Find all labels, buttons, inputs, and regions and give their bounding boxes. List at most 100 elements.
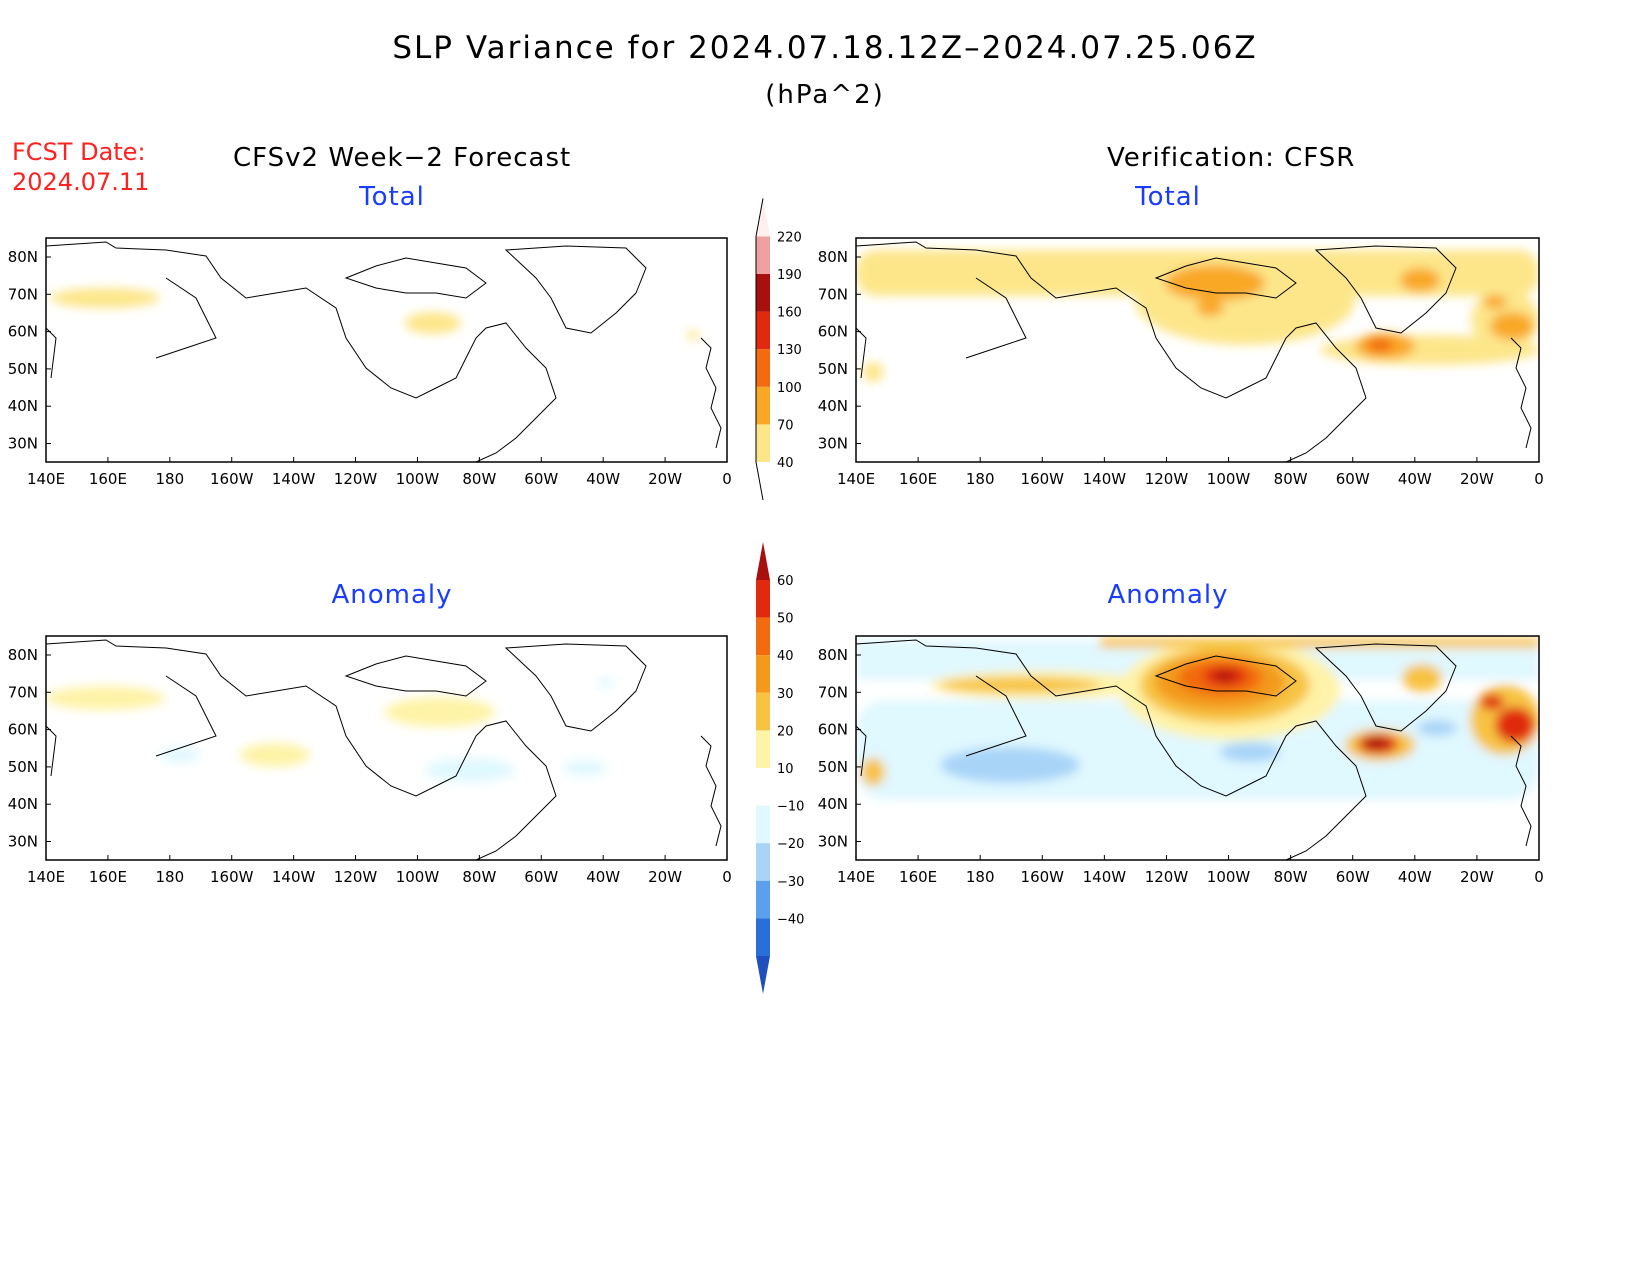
lon-tick-label: 100W [1207,470,1251,488]
lon-tick-label: 80W [462,470,496,488]
colorbar-bottom-extension [756,956,770,994]
lon-tick-label: 140W [1083,470,1127,488]
lon-tick-label: 160W [210,868,254,886]
lat-tick-label: 80N [8,646,38,664]
colorbar-level-label: 50 [777,612,794,627]
colorbar-bottom-extension [756,462,770,500]
lon-tick-label: 0 [1534,470,1544,488]
lon-tick-label: 120W [334,868,378,886]
lon-tick-label: 180 [966,868,995,886]
lon-tick-label: 20W [1460,868,1494,886]
lon-tick-label: 160E [899,868,937,886]
fcst-date-value: 2024.07.11 [12,168,150,196]
lat-tick-label: 80N [818,248,848,266]
colorbar-top-extension [756,542,770,580]
lat-tick-label: 70N [818,285,848,303]
colorbar-segment [756,424,770,462]
verification-anomaly-map [856,638,1539,860]
lat-tick-label: 80N [8,248,38,266]
anomaly-colorbar: 60 50 40 30 20 10 −10 −20 −30 −40 [756,542,804,994]
lat-tick-label: 50N [8,758,38,776]
forecast-anomaly-title: Anomaly [331,580,453,610]
lat-tick-label: 40N [818,795,848,813]
lon-tick-label: 140W [1083,868,1127,886]
forecast-total-map [46,241,722,462]
forecast-total-axes: 140E 160E 180 160W 140W 120W 100W 80W 60W 40W 20W 0… [8,248,732,488]
verification-total-axes: 140E 160E 180 160W 140W 120W 100W 80W 60W 40W 20W 0… [818,248,1544,488]
lat-tick-label: 30N [818,435,848,453]
lon-tick-label: 0 [1534,868,1544,886]
lon-tick-label: 20W [648,868,682,886]
lon-tick-label: 80W [1274,868,1308,886]
colorbar-top-extension [756,198,770,237]
lon-tick-label: 40W [1398,470,1432,488]
colorbar-segment [756,386,770,425]
colorbar-level-label: 30 [777,687,794,702]
lat-tick-label: 70N [818,683,848,701]
colorbar-level-label: 160 [777,306,802,321]
lat-tick-label: 40N [818,397,848,415]
forecast-column-header: CFSv2 Week−2 Forecast [233,143,572,173]
lon-tick-label: 160E [899,470,937,488]
lon-tick-label: 0 [722,868,732,886]
lat-tick-label: 80N [818,646,848,664]
forecast-anomaly-map [46,639,722,860]
lon-tick-label: 160W [1021,470,1065,488]
lat-tick-label: 70N [8,683,38,701]
lon-tick-label: 60W [1336,470,1370,488]
lon-tick-label: 160E [89,868,127,886]
units-label: (hPa^2) [765,80,885,110]
lon-tick-label: 80W [1274,470,1308,488]
lon-tick-label: 80W [462,868,496,886]
lon-tick-label: 140E [27,868,65,886]
verification-anomaly-axes: 140E 160E 180 160W 140W 120W 100W 80W 60W 40W 20W 0… [818,646,1544,886]
lon-tick-label: 140E [27,470,65,488]
colorbar-level-label: 190 [777,268,802,283]
lat-tick-label: 30N [8,435,38,453]
lon-tick-label: 160W [1021,868,1065,886]
colorbar-level-label: 130 [777,343,802,358]
lon-tick-label: 140W [272,470,316,488]
colorbar-level-label: 40 [777,649,794,664]
colorbar-level-label: −10 [777,800,804,815]
colorbar-level-label: 220 [777,230,802,245]
verification-total-title: Total [1135,182,1201,212]
verification-anomaly-title: Anomaly [1107,580,1229,610]
total-colorbar: 40 70 100 130 160 190 220 [755,198,802,501]
verification-total-frame [855,237,1540,463]
forecast-anomaly-axes: 140E 160E 180 160W 140W 120W 100W 80W 60W 40W 20W 0… [8,646,732,886]
lat-tick-label: 60N [818,721,848,739]
lat-tick-label: 50N [818,758,848,776]
lon-tick-label: 40W [586,470,620,488]
colorbar-segment [756,768,770,806]
lon-tick-label: 60W [524,470,558,488]
lon-tick-label: 120W [1145,470,1189,488]
colorbar-segment [756,880,770,919]
colorbar-segment [756,918,770,956]
lon-tick-label: 140W [272,868,316,886]
colorbar-level-label: 100 [777,381,802,396]
lon-tick-label: 60W [524,868,558,886]
lat-tick-label: 60N [818,323,848,341]
lon-tick-label: 160E [89,470,127,488]
lat-tick-label: 30N [818,833,848,851]
lat-tick-label: 40N [8,795,38,813]
figure-title: SLP Variance for 2024.07.18.12Z–2024.07.… [392,30,1258,66]
lat-tick-label: 30N [8,833,38,851]
lon-tick-label: 60W [1336,868,1370,886]
lon-tick-label: 180 [155,470,184,488]
lon-tick-label: 100W [1207,868,1251,886]
colorbar-segment [756,236,770,274]
verification-total-map [856,241,1539,462]
colorbar-level-label: 10 [777,762,794,777]
colorbar-level-label: 70 [777,418,794,433]
lon-tick-label: 20W [1460,470,1494,488]
colorbar-level-label: −40 [777,912,804,927]
lon-tick-label: 40W [586,868,620,886]
colorbar-segment [756,617,770,656]
colorbar-level-label: 60 [777,574,794,589]
colorbar-level-label: −30 [777,875,804,890]
forecast-anomaly-frame [45,635,728,861]
lat-tick-label: 70N [8,285,38,303]
forecast-total-frame [45,237,728,463]
